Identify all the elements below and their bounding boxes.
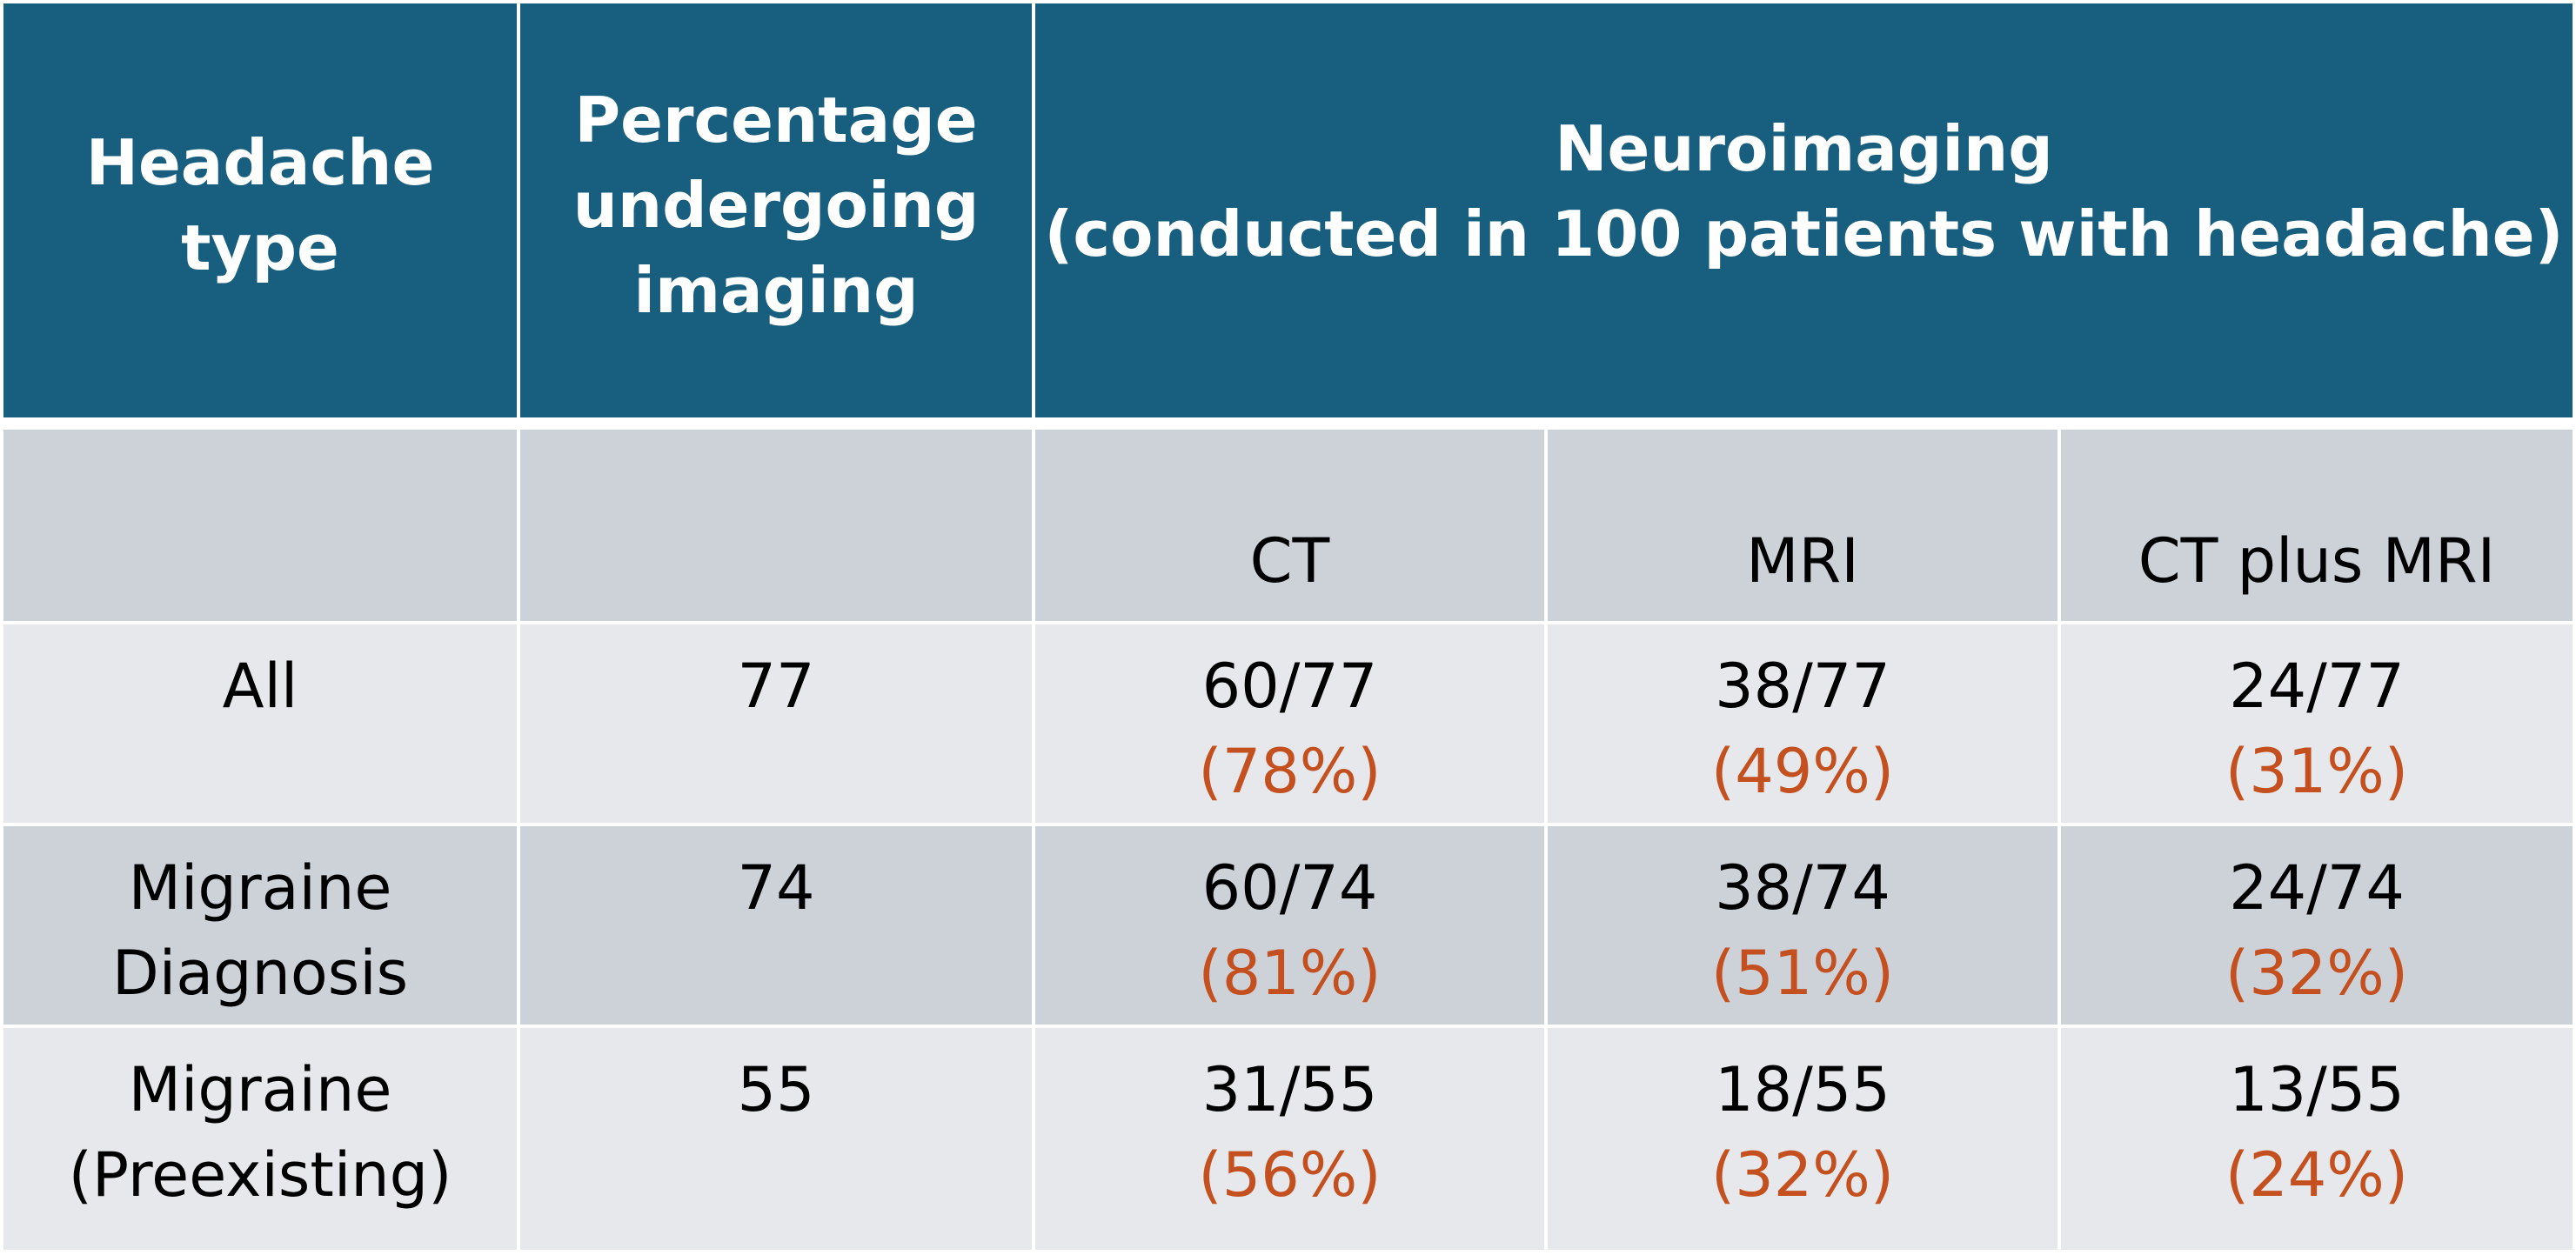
header-neuroimaging: Neuroimaging (conducted in 100 patients … [1035, 3, 2573, 417]
subheader-ct-plus-mri: CT plus MRI [2061, 430, 2573, 621]
row-percentage-value: 55 [737, 1054, 815, 1125]
subheader-ct-label: CT [1249, 525, 1330, 597]
ct-plus-mri-fraction: 24/74 [2229, 852, 2405, 924]
row-migraine-diagnosis-type: Migraine Diagnosis [3, 826, 517, 1025]
row-migraine-preexisting-percentage: 55 [520, 1028, 1032, 1250]
subheader-empty-percentage [520, 430, 1032, 621]
subheader-ct-plus-mri-label: CT plus MRI [2138, 525, 2496, 597]
header-headache-type-line: type [181, 211, 339, 284]
row-migraine-preexisting-mri: 18/55 (32%) [1548, 1028, 2057, 1250]
mri-fraction: 38/77 [1715, 651, 1890, 722]
header-neuroimaging-line: Neuroimaging [1555, 112, 2053, 185]
row-all-mri: 38/77 (49%) [1548, 624, 2057, 823]
row-type-line: Migraine [128, 1054, 392, 1125]
ct-fraction: 60/77 [1201, 651, 1378, 722]
mri-fraction: 38/74 [1715, 852, 1890, 924]
row-type-line: All [222, 651, 298, 722]
row-type-line: (Preexisting) [68, 1139, 452, 1211]
row-all-ct: 60/77 (78%) [1035, 624, 1544, 823]
ct-fraction: 60/74 [1201, 852, 1378, 924]
row-percentage-value: 77 [737, 651, 815, 722]
ct-percent: (78%) [1198, 736, 1382, 807]
row-type-line: Migraine [128, 852, 392, 924]
header-headache-type-line: Headache [85, 126, 435, 199]
ct-plus-mri-percent: (24%) [2225, 1139, 2409, 1211]
mri-percent: (32%) [1710, 1139, 1895, 1211]
ct-fraction: 31/55 [1201, 1054, 1378, 1125]
header-percentage-line: undergoing [572, 169, 980, 242]
header-percentage-line: Percentage [574, 83, 978, 157]
row-all-ct-plus-mri: 24/77 (31%) [2061, 624, 2573, 823]
row-migraine-preexisting-ct-plus-mri: 13/55 (24%) [2061, 1028, 2573, 1250]
header-neuroimaging-line: (conducted in 100 patients with headache… [1044, 197, 2564, 270]
row-migraine-diagnosis-mri: 38/74 (51%) [1548, 826, 2057, 1025]
subheader-empty-type [3, 430, 517, 621]
ct-percent: (81%) [1198, 938, 1382, 1009]
row-all-type: All [3, 624, 517, 823]
row-migraine-diagnosis-ct: 60/74 (81%) [1035, 826, 1544, 1025]
row-migraine-preexisting-ct: 31/55 (56%) [1035, 1028, 1544, 1250]
ct-plus-mri-percent: (32%) [2225, 938, 2409, 1009]
ct-percent: (56%) [1198, 1139, 1382, 1211]
mri-percent: (49%) [1710, 736, 1895, 807]
ct-plus-mri-fraction: 13/55 [2229, 1054, 2405, 1125]
header-headache-type: Headache type [3, 3, 517, 417]
ct-plus-mri-percent: (31%) [2225, 736, 2409, 807]
row-migraine-diagnosis-ct-plus-mri: 24/74 (32%) [2061, 826, 2573, 1025]
subheader-mri: MRI [1548, 430, 2057, 621]
row-percentage-value: 74 [737, 852, 815, 924]
row-migraine-preexisting-type: Migraine (Preexisting) [3, 1028, 517, 1250]
row-type-line: Diagnosis [111, 938, 409, 1009]
subheader-mri-label: MRI [1746, 525, 1859, 597]
ct-plus-mri-fraction: 24/77 [2229, 651, 2405, 722]
mri-fraction: 18/55 [1715, 1054, 1890, 1125]
row-migraine-diagnosis-percentage: 74 [520, 826, 1032, 1025]
subheader-ct: CT [1035, 430, 1544, 621]
header-percentage: Percentage undergoing imaging [520, 3, 1032, 417]
mri-percent: (51%) [1710, 938, 1895, 1009]
header-percentage-line: imaging [633, 254, 919, 327]
row-all-percentage: 77 [520, 624, 1032, 823]
